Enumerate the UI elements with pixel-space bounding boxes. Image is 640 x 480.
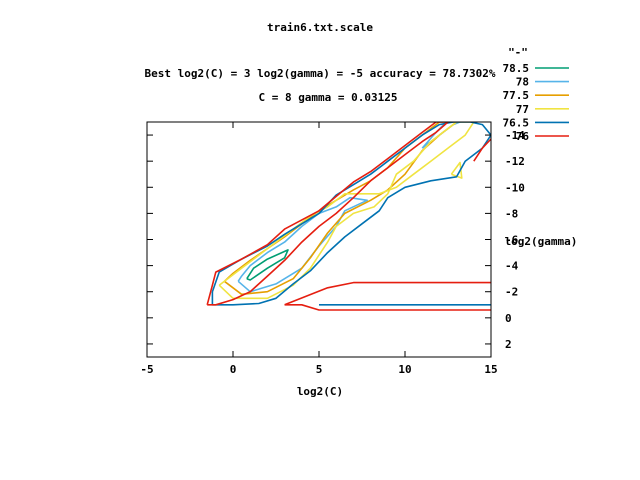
contour-76-path-1: [284, 281, 491, 306]
y-tick-label: 0: [505, 312, 512, 325]
chart-subtitle-line1: Best log2(C) = 3 log2(gamma) = -5 accura…: [145, 67, 496, 80]
legend-label: 76: [516, 130, 530, 143]
y-tick-label: -12: [505, 155, 525, 168]
y-tick-label: -4: [505, 260, 519, 273]
y-tick-label: -2: [505, 286, 518, 299]
y-tick-label: -10: [505, 181, 525, 194]
x-axis: -5 0 5 10 15: [140, 122, 498, 376]
y-tick-label: 2: [505, 338, 512, 351]
y-axis: -14 -12 -10 -8 -6 -4 -2 0 2: [147, 129, 525, 351]
legend-label: 78.5: [503, 62, 530, 75]
legend-label: 77: [516, 103, 529, 116]
plot-area: [206, 122, 491, 311]
x-tick-label: 15: [484, 363, 497, 376]
contour-78-path-0: [237, 196, 369, 293]
legend-label: 78: [516, 76, 529, 89]
x-tick-label: 5: [316, 363, 323, 376]
x-tick-label: -5: [140, 363, 153, 376]
contour-76-5-path-0: [211, 122, 491, 306]
legend-label: 77.5: [503, 89, 530, 102]
contour-77-5-path-0: [223, 122, 458, 296]
x-tick-label: 0: [230, 363, 237, 376]
contour-76-path-2: [284, 303, 491, 311]
chart-subtitle-line2: C = 8 gamma = 0.03125: [258, 91, 397, 104]
x-tick-label: 10: [398, 363, 411, 376]
legend-title: "-": [508, 46, 528, 59]
contour-76-path-0: [206, 122, 449, 306]
y-tick-label: -6: [505, 234, 519, 247]
x-axis-label: log2(C): [297, 385, 343, 398]
chart-title: train6.txt.scale: [267, 21, 373, 34]
legend-label: 76.5: [503, 116, 530, 129]
plot-frame: [146, 121, 492, 358]
contour-76-path-3: [473, 138, 491, 162]
y-tick-label: -8: [505, 207, 518, 220]
y-axis-label: log2(gamma): [505, 235, 578, 248]
y-tick-label: -14: [505, 129, 525, 142]
contour-78-5-path-0: [246, 249, 289, 281]
